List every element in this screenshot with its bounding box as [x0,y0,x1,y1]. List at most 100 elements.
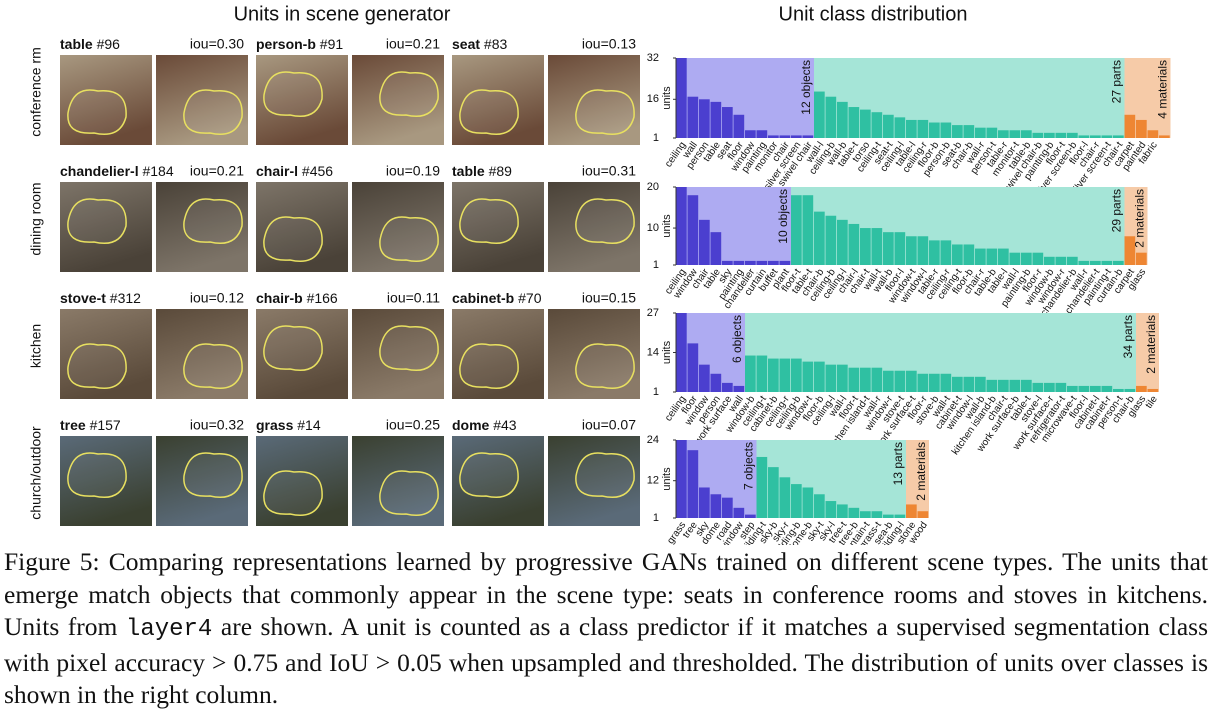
bar [1078,385,1090,392]
caption-code: layer4 [125,616,213,643]
image [156,55,248,145]
unit-id: #456 [302,163,333,179]
group-label: 2 materials [1144,315,1158,374]
bar [1032,132,1044,138]
bar [710,373,722,392]
image [548,436,640,526]
bar [998,130,1009,138]
bar [894,232,906,265]
unit-header: chair-b #166 [256,290,338,306]
bar [779,358,791,392]
bar [837,219,848,265]
unit-id: #157 [90,417,121,433]
bar [722,260,733,265]
y-tick-label: 1 [653,259,659,271]
bar [1067,256,1078,265]
bar [814,211,825,265]
bar [676,440,687,518]
bar [860,511,871,518]
bar [906,370,917,392]
group-label: 13 parts [891,442,905,485]
bar [1055,132,1067,138]
group-label: 7 objects [742,442,756,490]
bar [1159,135,1170,138]
segment-outline [67,343,127,389]
y-tick-label: 24 [647,434,659,446]
unit-iou: iou=0.21 [386,36,440,52]
unit-iou: iou=0.31 [582,163,636,179]
unit-header: dome #43 [452,417,517,433]
bar [1067,385,1078,392]
bar [802,487,814,518]
unit-name: chair-l [256,163,298,179]
caption-text: are shown. A unit is counted as a class … [4,612,1209,709]
segment-outline [67,452,127,498]
unit-name: tree [60,417,86,433]
y-axis-label: units [661,86,673,110]
bar [791,484,802,518]
bar [848,107,860,138]
bar [975,127,986,138]
segment-outline [379,216,439,262]
bar [733,507,745,518]
unit-id: #14 [297,417,321,433]
y-axis-label: units [661,467,673,491]
bar [871,112,883,138]
bar [1113,260,1124,265]
unit-iou: iou=0.25 [386,417,440,433]
y-tick-label: 12 [647,475,659,487]
bar [894,117,906,138]
bar [894,370,906,392]
segment-outline [459,452,519,498]
segment-outline [459,343,519,389]
y-tick-label: 1 [653,132,659,144]
image [548,182,640,272]
bar [825,364,837,392]
y-tick-label: 10 [647,222,659,234]
bar [871,511,883,518]
bar [975,248,986,265]
bar [917,373,929,392]
y-axis-label: units [661,340,673,364]
bar [1101,260,1113,265]
unit-name: person-b [256,36,316,52]
bar [906,504,917,518]
unit-name: dome [452,417,490,433]
y-tick-label: 27 [647,307,659,319]
bar [986,248,998,265]
bar [952,125,963,138]
segment-outline [575,198,635,244]
unit-name: chandelier-l [60,163,139,179]
bar [998,248,1009,265]
bar [710,101,722,138]
image [352,55,444,145]
bar [1044,132,1055,138]
image [156,182,248,272]
bar [1147,388,1159,392]
segment-outline [263,216,323,262]
unit-header: chair-l #456 [256,163,333,179]
bar [676,58,687,138]
unit-name: seat [452,36,480,52]
image [256,309,348,399]
bar [860,228,871,265]
y-axis-label: units [661,214,673,238]
group-label: 29 parts [1110,189,1124,232]
segment-outline [459,198,519,244]
bar [871,228,883,265]
bar [710,232,722,265]
bar [687,450,699,518]
bar [756,260,768,265]
group-background [1136,313,1159,392]
bar [1136,119,1147,138]
image [60,182,152,272]
group-label: 12 objects [799,60,813,115]
segment-outline [575,89,635,135]
bar [883,232,894,265]
x-tick-label: tile [1144,394,1161,411]
bar [1021,130,1032,138]
segment-outline [183,89,243,135]
bar [1124,388,1136,392]
bar [1032,382,1044,392]
